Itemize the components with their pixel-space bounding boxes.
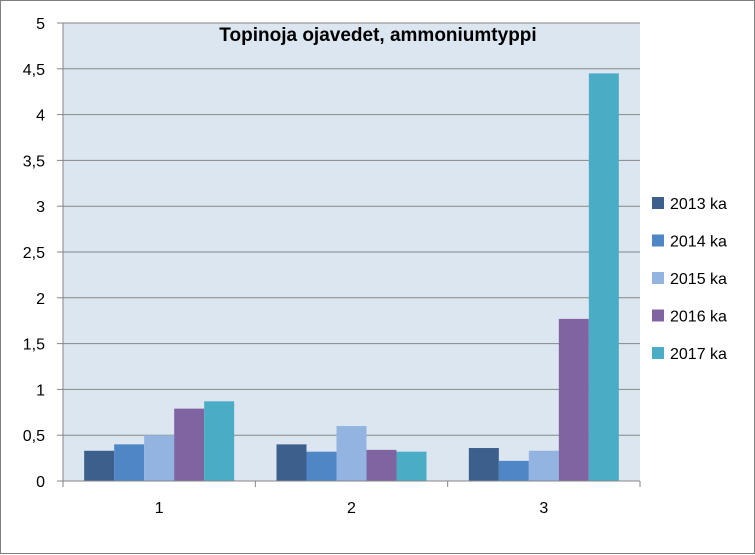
legend-swatch	[652, 234, 664, 247]
bar-2016-ka-cat-2	[366, 449, 397, 481]
legend-label: 2015 ka	[670, 271, 727, 288]
x-tick-label: 3	[539, 500, 548, 517]
bar-2013-ka-cat-2	[276, 444, 307, 481]
legend-swatch	[652, 309, 664, 322]
y-tick-label: 0	[36, 474, 45, 491]
legend-swatch	[652, 197, 664, 209]
bar-2017-ka-cat-1	[204, 401, 235, 481]
y-tick-label: 2	[36, 291, 45, 308]
chart-title: Topinoja ojavedet, ammoniumtyppi	[219, 25, 536, 46]
y-tick-label: 1	[36, 382, 45, 399]
bar-2014-ka-cat-3	[498, 460, 529, 481]
y-tick-labels: 0 0,5 1 1,5 2 2,5 3 3,5 4 4,5 5	[23, 16, 45, 491]
legend-label: 2013 ka	[670, 196, 727, 213]
bar-2015-ka-cat-3	[528, 450, 559, 481]
gridlines	[63, 22, 640, 436]
legend-swatch	[652, 272, 664, 284]
y-tick-label: 0,5	[23, 428, 45, 445]
bar-2016-ka-cat-1	[174, 408, 205, 481]
y-tick-label: 4,5	[23, 62, 45, 79]
bar-2013-ka-cat-3	[468, 448, 499, 481]
bar-2015-ka-cat-1	[144, 435, 175, 481]
y-tick-label: 5	[36, 16, 45, 33]
bars	[84, 73, 619, 481]
legend-label: 2014 ka	[670, 234, 727, 251]
axes	[57, 22, 641, 487]
bar-2014-ka-cat-1	[114, 444, 145, 481]
x-tick-labels: 1 2 3	[155, 500, 549, 517]
bar-2015-ka-cat-2	[336, 426, 367, 481]
legend-label: 2017 ka	[670, 346, 727, 363]
y-tick-label: 2,5	[23, 245, 45, 262]
bar-2017-ka-cat-2	[396, 451, 427, 481]
x-tick-label: 2	[347, 500, 356, 517]
x-tick-label: 1	[155, 500, 164, 517]
bar-2013-ka-cat-1	[84, 450, 115, 481]
bar-2017-ka-cat-3	[588, 73, 619, 481]
bar-2016-ka-cat-3	[558, 318, 589, 481]
y-tick-label: 3	[36, 199, 45, 216]
legend-label: 2016 ka	[670, 309, 727, 326]
y-tick-label: 3,5	[23, 153, 45, 170]
bar-2014-ka-cat-2	[306, 451, 337, 481]
legend-swatch	[652, 347, 664, 359]
y-tick-label: 1,5	[23, 337, 45, 354]
legend: 2013 ka 2014 ka 2015 ka 2016 ka 2017 ka	[652, 196, 727, 363]
y-tick-label: 4	[36, 108, 45, 125]
